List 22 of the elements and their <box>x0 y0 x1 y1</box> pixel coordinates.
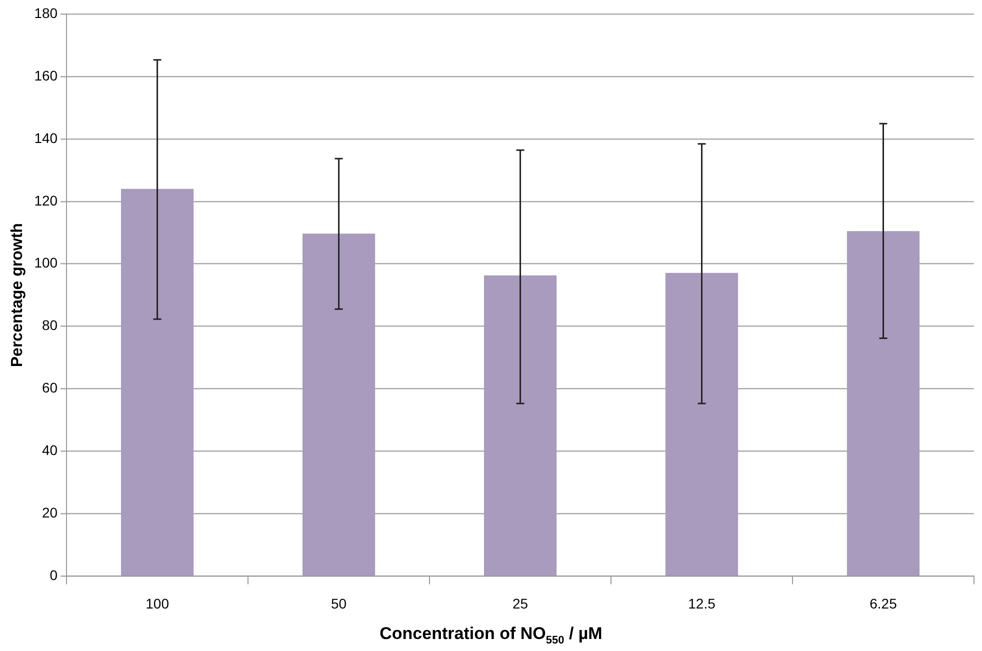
x-tick-label: 25 <box>512 595 528 612</box>
x-axis-title: Concentration of NO$_{550}$ / µM <box>378 624 604 646</box>
x-tick-label: 6.25 <box>870 595 898 612</box>
y-axis-title: Percentage growth <box>9 223 26 368</box>
bar <box>302 234 376 576</box>
y-tick-label: 20 <box>42 504 58 521</box>
y-tick-label: 160 <box>34 67 58 84</box>
y-tick-label: 180 <box>34 4 58 21</box>
y-tick-label: 60 <box>42 380 58 396</box>
y-tick-label: 120 <box>34 192 58 208</box>
y-tick-label: 0 <box>50 567 58 584</box>
x-tick-label: 100 <box>146 595 170 612</box>
y-tick-label: 140 <box>34 130 58 146</box>
bar <box>846 231 920 576</box>
x-tick-label: 12.5 <box>688 595 716 612</box>
y-tick-label: 100 <box>34 254 58 271</box>
bar <box>665 272 738 576</box>
y-tick-label: 40 <box>42 442 58 458</box>
bar <box>484 275 557 576</box>
bar <box>121 188 194 576</box>
y-tick-label: 80 <box>42 317 58 334</box>
x-tick-label: 50 <box>331 595 347 612</box>
